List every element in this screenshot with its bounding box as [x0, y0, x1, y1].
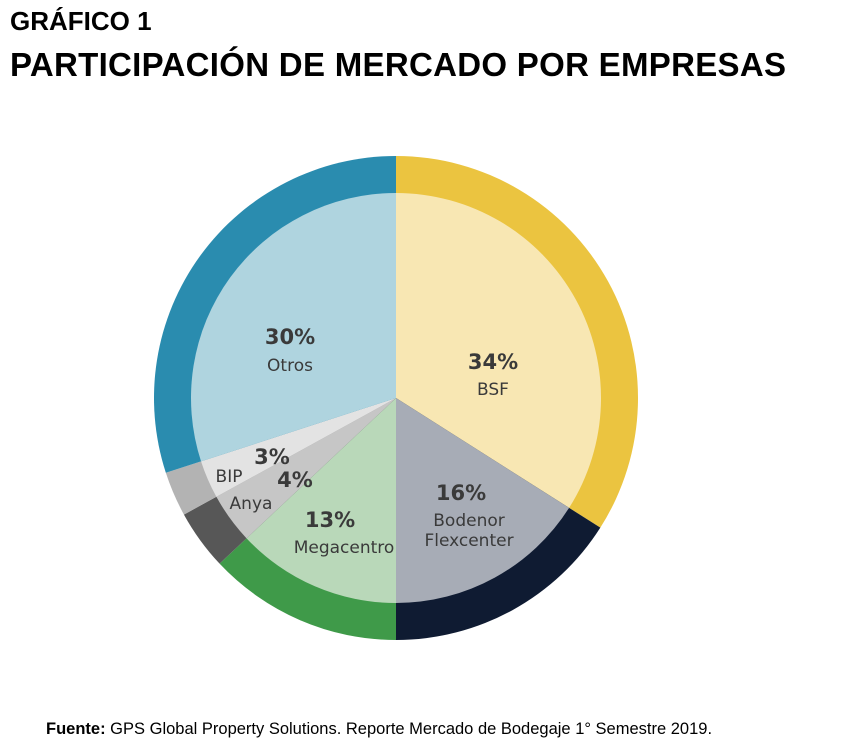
chart-pretitle: GRÁFICO 1	[10, 6, 152, 36]
category-label-bsf: BSF	[477, 380, 509, 400]
category-label-bodenor-flexcenter: Flexcenter	[424, 531, 513, 551]
category-label-bodenor-flexcenter: Bodenor	[433, 511, 504, 531]
slice-inner-anya	[216, 398, 396, 539]
source-text: GPS Global Property Solutions. Reporte M…	[105, 720, 713, 738]
value-label-megacentro: 13%	[305, 508, 355, 532]
value-label-bsf: 34%	[468, 350, 518, 374]
slice-inner-bodenor-flexcenter	[396, 398, 570, 603]
chart-title: PARTICIPACIÓN DE MERCADO POR EMPRESAS	[10, 46, 787, 83]
slice-inner-otros	[190, 193, 396, 462]
value-label-bodenor-flexcenter: 16%	[436, 481, 486, 505]
value-label-anya: 4%	[277, 468, 313, 492]
category-label-megacentro: Megacentro	[294, 538, 395, 558]
slice-inner-bsf	[396, 193, 601, 508]
category-label-bip: BIP	[216, 467, 243, 487]
category-label-anya: Anya	[230, 494, 273, 514]
value-label-bip: 3%	[254, 445, 290, 469]
category-label-otros: Otros	[267, 356, 313, 376]
slice-inner-bip	[201, 398, 396, 497]
source-label: Fuente:	[46, 720, 106, 738]
slice-inner-megacentro	[246, 398, 396, 603]
source-note: Fuente: GPS Global Property Solutions. R…	[46, 720, 712, 739]
value-label-otros: 30%	[265, 325, 315, 349]
